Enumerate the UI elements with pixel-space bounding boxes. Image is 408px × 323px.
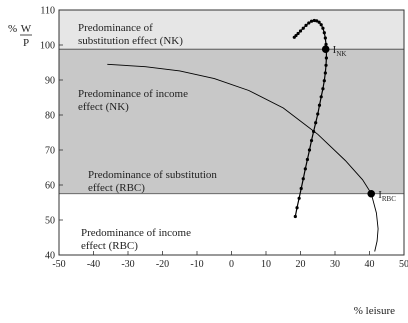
region-boundaries xyxy=(59,48,404,195)
y-axis-label-prefix: % xyxy=(8,23,17,35)
band-nk-substitution xyxy=(59,10,404,50)
x-tick-label: -10 xyxy=(190,259,203,270)
series-point xyxy=(296,31,300,36)
x-axis-label: % leisure xyxy=(354,305,395,317)
x-tick-label: -20 xyxy=(156,259,169,270)
series-point xyxy=(298,29,303,33)
series-point xyxy=(315,19,319,23)
series-point xyxy=(319,95,323,99)
series-point xyxy=(309,19,314,23)
x-tick-label: 0 xyxy=(229,259,234,270)
x-tick-label: 50 xyxy=(399,259,408,270)
series-point xyxy=(305,157,309,162)
y-tick-label: 100 xyxy=(40,41,55,52)
series-point xyxy=(297,196,301,200)
series-point xyxy=(316,112,320,116)
band-rbc-income xyxy=(59,193,404,255)
series-point xyxy=(299,186,303,191)
series-point xyxy=(292,35,296,39)
region-label: Predominance of xyxy=(78,22,153,34)
y-axis-label-denominator: P xyxy=(23,37,29,49)
y-tick-label: 70 xyxy=(45,146,55,157)
highlight-point xyxy=(321,45,330,53)
series-point xyxy=(312,129,316,134)
x-tick-label: -50 xyxy=(52,259,65,270)
series-point xyxy=(301,26,305,30)
y-tick-label: 60 xyxy=(45,181,55,192)
tick-labels: -50 -40 -30 -20 -10 0 10 20 30 40 50 40 50 60 70 80 90 10… xyxy=(40,6,408,271)
series-point xyxy=(322,31,326,35)
series-point xyxy=(309,138,314,143)
x-tick-label: 20 xyxy=(296,259,306,270)
series-point xyxy=(321,26,325,30)
y-tick-label: 40 xyxy=(45,251,55,262)
series-point xyxy=(307,21,311,25)
series-point xyxy=(324,56,328,60)
band-nk-income-rbc-substitution xyxy=(59,49,404,194)
series-point xyxy=(301,177,305,181)
region-label: effect (RBC) xyxy=(88,182,145,194)
y-tick-label: 90 xyxy=(45,76,55,87)
region-label: Predominance of substitution xyxy=(88,169,217,181)
series-point xyxy=(321,87,325,91)
series-point xyxy=(324,42,328,46)
series-point xyxy=(322,79,326,83)
background-bands xyxy=(59,10,404,255)
series-point xyxy=(319,23,323,27)
x-tick-label: 30 xyxy=(330,259,340,270)
series-layer xyxy=(107,18,379,252)
series-point xyxy=(307,148,312,152)
series-point xyxy=(312,18,316,23)
x-tick-label: 40 xyxy=(365,259,375,270)
axes xyxy=(58,9,405,256)
highlight-point xyxy=(367,189,376,198)
y-axis-label-numerator: W xyxy=(21,23,32,35)
region-label: effect (NK) xyxy=(78,101,129,113)
region-label: Predominance of income xyxy=(81,227,191,239)
y-tick-label: 80 xyxy=(45,111,55,122)
series-point xyxy=(324,63,328,67)
series-point xyxy=(295,206,299,210)
region-label: effect (RBC) xyxy=(81,240,138,252)
series-line xyxy=(107,63,379,252)
axis-labels: % W P % leisure xyxy=(8,23,395,317)
series-point xyxy=(317,20,321,24)
region-label: substitution effect (NK) xyxy=(78,35,183,47)
series-point xyxy=(303,167,307,171)
x-tick-label: -30 xyxy=(121,259,134,270)
x-tick-label: 10 xyxy=(261,259,271,270)
region-label: Predominance of income xyxy=(78,88,188,100)
series-point xyxy=(323,71,327,75)
series-point xyxy=(323,36,327,40)
y-tick-label: 110 xyxy=(40,6,55,17)
series-point xyxy=(304,23,308,27)
x-tick-label: -40 xyxy=(87,259,100,270)
series-point xyxy=(317,103,322,107)
series-point xyxy=(314,121,318,125)
y-tick-label: 50 xyxy=(45,216,55,227)
series-point xyxy=(293,214,297,219)
